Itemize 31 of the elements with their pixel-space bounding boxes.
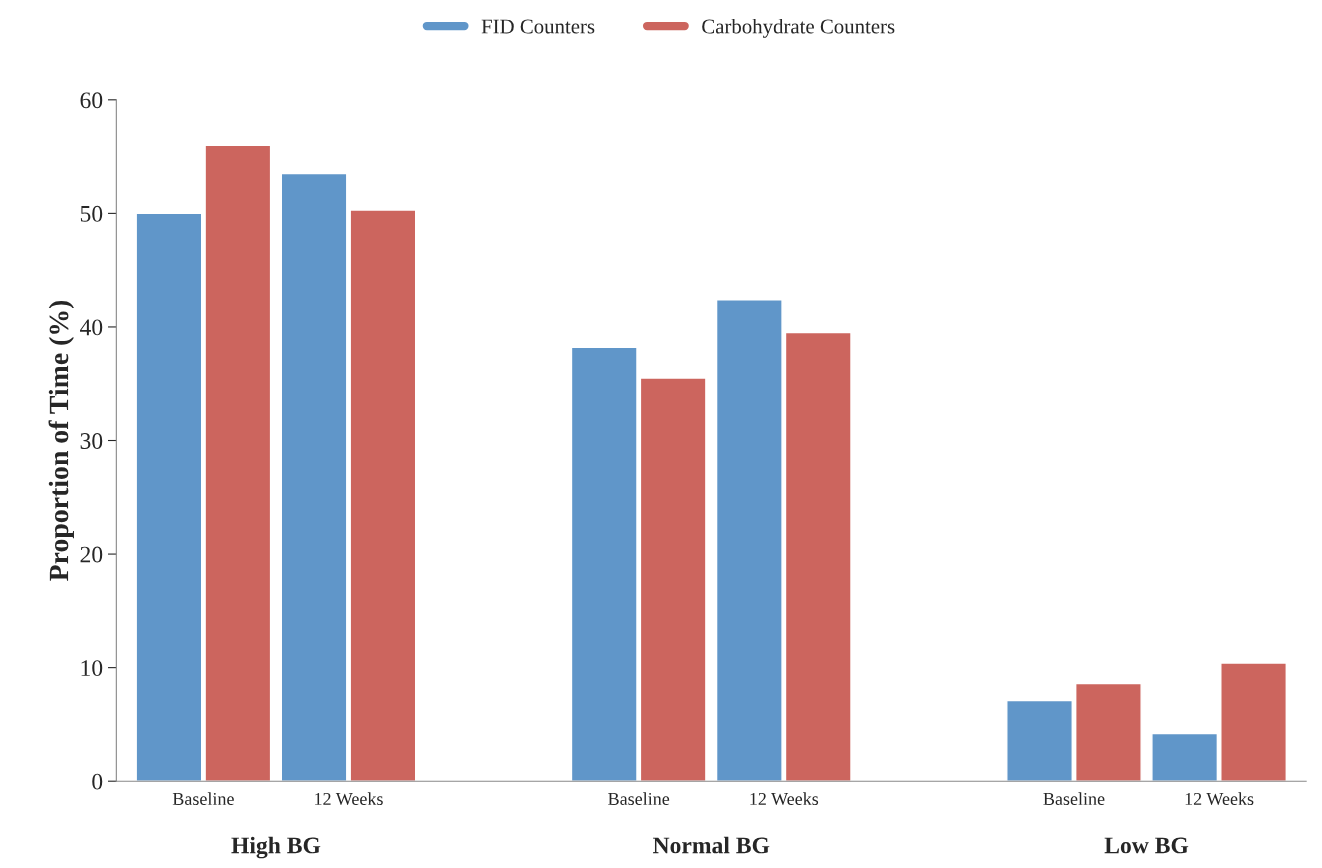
- y-axis-title: Proportion of Time (%): [48, 300, 74, 581]
- y-tick-label: 0: [92, 773, 103, 790]
- bar: [1220, 662, 1287, 782]
- y-tick-label: 30: [80, 433, 103, 449]
- x-tick-label: 12 Weeks: [750, 792, 819, 806]
- text: Low BG: [1104, 837, 1189, 854]
- y-tick-label: 60: [80, 92, 103, 109]
- y-tick-label: 20: [80, 546, 103, 563]
- bar: [349, 209, 417, 782]
- legend-label: Carbohydrate Counters: [702, 18, 895, 38]
- text: High BG: [231, 836, 321, 859]
- bar: [784, 331, 852, 782]
- legend-label: FID Counters: [481, 19, 595, 34]
- x-tick-label: 12 Weeks: [315, 792, 383, 806]
- x-tick-label: 12 Weeks: [1185, 792, 1254, 806]
- text: Normal BG: [652, 836, 770, 854]
- bar: [135, 212, 203, 782]
- y-tick-label: 40: [79, 319, 103, 336]
- bar: [1006, 699, 1073, 782]
- bar: [639, 377, 707, 782]
- bar: [280, 172, 348, 782]
- bar: [570, 346, 638, 782]
- bar: [715, 298, 783, 782]
- x-tick-label: Baseline: [608, 792, 670, 806]
- bar: [1151, 732, 1219, 782]
- y-tick-label: 50: [80, 205, 103, 222]
- y-tick-label: 10: [81, 660, 103, 677]
- x-tick-label: Baseline: [1043, 792, 1105, 806]
- bar: [204, 144, 272, 782]
- bar: [1075, 682, 1142, 782]
- x-tick-label: Baseline: [172, 792, 234, 806]
